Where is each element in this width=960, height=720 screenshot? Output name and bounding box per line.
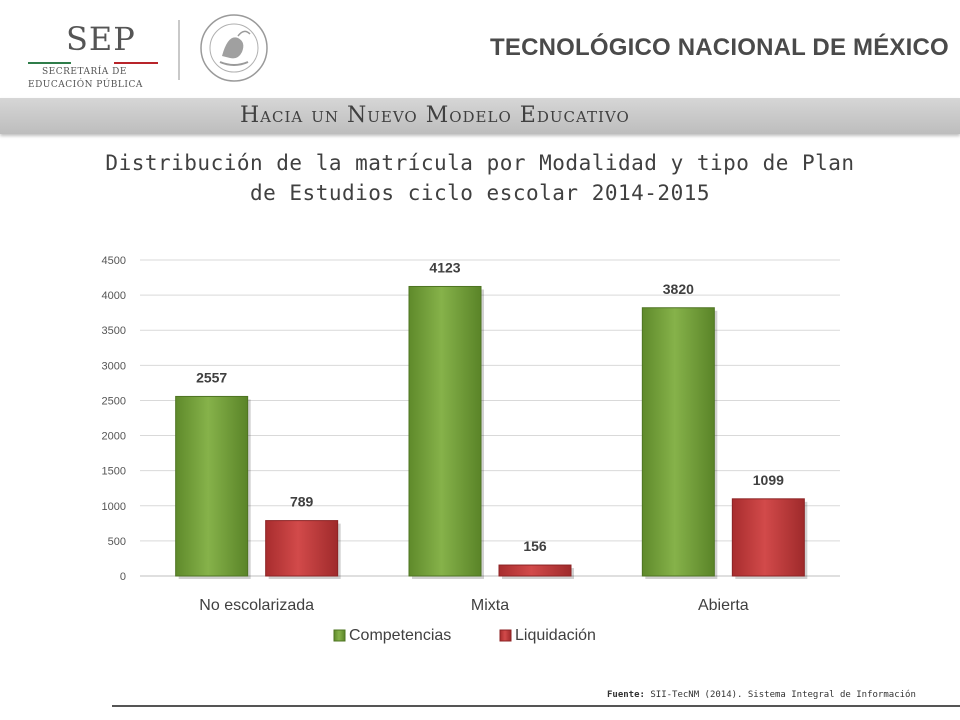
bar-chart: 0 500 1000 1500 2000 2500 3000 3500 4000 4500 255…: [102, 255, 840, 644]
sep-logo-line1: SECRETARÍA DE: [42, 67, 127, 77]
data-label: 789: [290, 494, 314, 510]
national-seal-icon: [200, 14, 268, 82]
y-tick-label: 4000: [102, 290, 126, 302]
source-text: SII-TecNM (2014). Sistema Integral de In…: [650, 690, 916, 700]
y-tick-label: 1000: [102, 501, 126, 513]
data-label: 2557: [196, 369, 227, 385]
y-tick-label: 0: [120, 571, 126, 583]
y-tick-label: 1500: [102, 466, 126, 478]
y-tick-label: 2000: [102, 431, 126, 443]
y-tick-label: 4500: [102, 255, 126, 267]
bar: [641, 307, 715, 577]
data-label: 156: [523, 538, 547, 554]
x-category-label: Mixta: [471, 597, 509, 614]
data-label: 3820: [663, 281, 694, 297]
chart-title: Distribución de la matrícula por Modalid…: [30, 148, 930, 208]
legend-label: Competencias: [349, 627, 451, 644]
slogan-band: [0, 98, 960, 134]
header-divider: [178, 20, 180, 80]
data-label: 1099: [753, 472, 784, 488]
legend-swatch: [499, 629, 512, 642]
legend-label: Liquidación: [515, 627, 596, 644]
y-tick-label: 500: [108, 536, 126, 548]
bar: [731, 498, 805, 577]
y-tick-label: 3000: [102, 360, 126, 372]
chart-title-line1: Distribución de la matrícula por Modalid…: [105, 151, 855, 175]
bar: [175, 395, 249, 577]
chart-title-line2: de Estudios ciclo escolar 2014-2015: [249, 181, 710, 205]
bar: [498, 564, 572, 577]
sep-logo-line2: EDUCACIÓN PÚBLICA: [28, 80, 143, 90]
institution-name: TECNOLÓGICO NACIONAL DE MÉXICO: [490, 34, 949, 61]
source-label: Fuente:: [607, 690, 645, 700]
data-label: 4123: [429, 259, 460, 275]
sep-logo-word: SEP: [66, 20, 136, 58]
y-tick-label: 2500: [102, 395, 126, 407]
sep-logo: SEP SECRETARÍA DE EDUCACIÓN PÚBLICA: [22, 14, 162, 90]
y-tick-label: 3500: [102, 325, 126, 337]
sep-logo-stripe: [28, 62, 158, 64]
slogan-text: Hacia un Nuevo Modelo Educativo: [240, 103, 630, 128]
x-category-label: Abierta: [698, 597, 749, 614]
header: SEP SECRETARÍA DE EDUCACIÓN PÚBLICA TECN…: [0, 0, 960, 98]
bar: [265, 520, 339, 577]
bar: [408, 285, 482, 577]
x-category-label: No escolarizada: [199, 597, 314, 614]
legend-swatch: [333, 629, 346, 642]
footer-rule: [112, 705, 960, 707]
source-note: Fuente: SII-TecNM (2014). Sistema Integr…: [607, 690, 947, 701]
